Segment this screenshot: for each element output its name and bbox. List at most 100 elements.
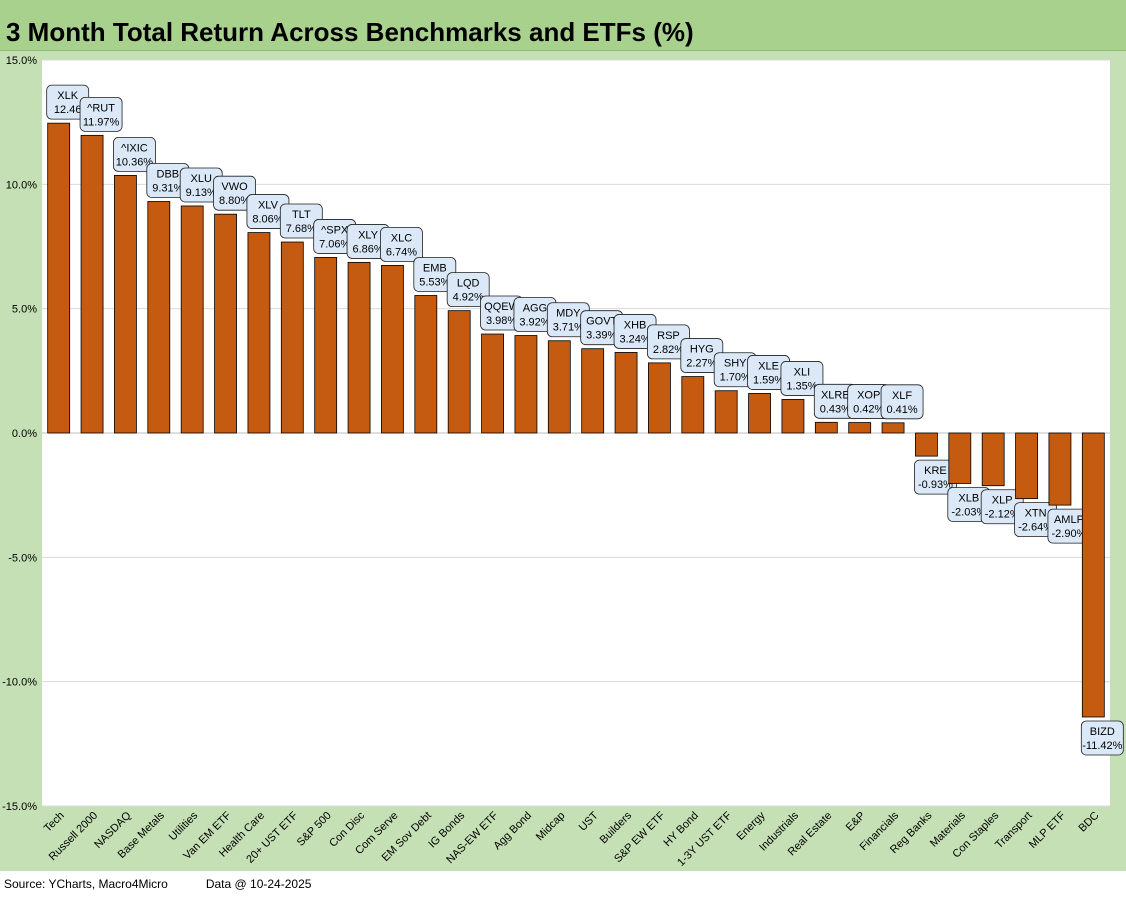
bar xyxy=(214,213,237,434)
data-label: LQD 4.92% xyxy=(446,272,490,308)
data-label-value: 9.31% xyxy=(152,182,183,194)
data-label-ticker: DBB xyxy=(157,168,180,180)
data-label: SHY 1.70% xyxy=(713,352,757,388)
data-label-box xyxy=(213,175,256,211)
bar xyxy=(80,134,104,434)
data-label-ticker: ^IXIC xyxy=(121,142,148,154)
data-label: XOP 0.42% xyxy=(847,384,891,419)
data-label: HYG 2.27% xyxy=(680,338,724,373)
data-label-ticker: XLY xyxy=(358,229,379,241)
data-label-ticker: RSP xyxy=(657,330,680,342)
data-label-value: 3.39% xyxy=(586,330,617,342)
bar xyxy=(648,362,671,434)
data-label-value: 11.97% xyxy=(83,116,120,128)
data-label-value: -11.42% xyxy=(1082,740,1122,752)
data-label: XHB 3.24% xyxy=(613,314,657,349)
data-label: XLF 0.41% xyxy=(880,384,924,420)
data-label-ticker: AGG xyxy=(523,303,547,315)
bar xyxy=(948,432,972,484)
data-label-ticker: GOVT xyxy=(586,316,617,328)
x-tick-label: Energy xyxy=(735,809,768,842)
data-label: ^SPX 7.06% xyxy=(313,219,357,254)
data-label-value: 3.71% xyxy=(553,322,584,334)
data-label-ticker: MDY xyxy=(556,308,581,320)
bar xyxy=(981,432,1005,487)
data-label: XLE 1.59% xyxy=(747,355,790,390)
data-label-value: 3.98% xyxy=(486,315,517,327)
data-label-value: 1.70% xyxy=(720,372,751,384)
bar xyxy=(347,262,371,434)
data-label-value: 7.06% xyxy=(319,238,350,250)
bar xyxy=(514,335,538,434)
footer: Source: YCharts, Macro4Micro Data @ 10-24… xyxy=(4,877,311,891)
data-label-value: -2.90% xyxy=(1052,528,1087,540)
data-label: RSP 2.82% xyxy=(647,324,690,360)
data-label-ticker: XOP xyxy=(857,390,880,402)
bar xyxy=(147,201,171,434)
bar xyxy=(748,393,771,434)
data-label-ticker: VWO xyxy=(221,181,248,193)
data-label-value: 0.41% xyxy=(886,404,917,416)
data-label-value: -0.93% xyxy=(918,479,953,491)
data-label: QQEW 3.98% xyxy=(480,295,523,331)
y-tick-label: -5.0% xyxy=(8,552,37,564)
bar xyxy=(447,310,471,434)
data-label-value: -2.12% xyxy=(985,509,1020,521)
data-label-box xyxy=(880,384,924,420)
data-label-value: 3.24% xyxy=(619,333,650,345)
data-label-ticker: SHY xyxy=(724,358,747,370)
data-label-value: 2.82% xyxy=(653,344,684,356)
chart-title: 3 Month Total Return Across Benchmarks a… xyxy=(6,17,694,47)
data-label: ^IXIC 10.36% xyxy=(113,136,156,172)
data-label: AMLP -2.90% xyxy=(1047,508,1091,544)
data-label-ticker: LQD xyxy=(457,278,480,290)
bar xyxy=(547,340,571,434)
data-label-value: 8.06% xyxy=(252,214,283,226)
data-label-value: 4.92% xyxy=(453,292,484,304)
y-tick-label: 15.0% xyxy=(6,55,37,67)
data-label: EMB 5.53% xyxy=(413,257,457,292)
data-label-ticker: XLE xyxy=(758,360,779,372)
data-label-ticker: XLI xyxy=(794,366,811,378)
bar xyxy=(614,352,638,434)
data-label-ticker: TLT xyxy=(292,209,311,221)
data-label-ticker: XLP xyxy=(992,495,1013,507)
data-label-value: 0.43% xyxy=(820,403,851,415)
data-label: XTN -2.64% xyxy=(1014,502,1057,538)
bar xyxy=(881,422,905,434)
data-label-box xyxy=(446,272,490,308)
data-label-value: 9.13% xyxy=(186,187,217,199)
data-label-ticker: BIZD xyxy=(1090,726,1115,738)
bar xyxy=(714,390,738,434)
source-note: Source: YCharts, Macro4Micro xyxy=(4,877,168,891)
data-label-ticker: ^SPX xyxy=(321,224,349,236)
data-label-box xyxy=(780,361,824,396)
data-label-value: 3.92% xyxy=(519,317,550,329)
data-label: XLY 6.86% xyxy=(346,224,390,259)
bar xyxy=(381,264,404,434)
bar xyxy=(848,422,872,434)
bar xyxy=(915,432,938,457)
data-label-ticker: XLF xyxy=(892,390,912,402)
data-label-value: 6.86% xyxy=(352,243,383,255)
x-tick-label: E&P xyxy=(844,810,868,834)
y-tick-label: 0.0% xyxy=(12,428,37,440)
bar xyxy=(581,348,605,434)
y-tick-label: 10.0% xyxy=(6,179,37,191)
data-label-ticker: KRE xyxy=(924,465,947,477)
data-label: XLC 6.74% xyxy=(380,226,423,262)
bar xyxy=(1048,432,1072,506)
x-tick-label: Midcap xyxy=(534,810,568,844)
data-label: XLU 9.13% xyxy=(179,167,223,203)
data-label: ^RUT 11.97% xyxy=(79,96,123,132)
bar xyxy=(781,399,805,434)
y-tick-label: 5.0% xyxy=(12,304,37,316)
bar xyxy=(114,174,137,434)
bar xyxy=(1015,432,1038,500)
data-label-ticker: XTN xyxy=(1025,508,1047,520)
data-label-ticker: XLC xyxy=(391,232,412,244)
data-date: Data @ 10-24-2025 xyxy=(205,877,312,891)
bar xyxy=(180,205,204,434)
data-label-value: 7.68% xyxy=(286,223,317,235)
